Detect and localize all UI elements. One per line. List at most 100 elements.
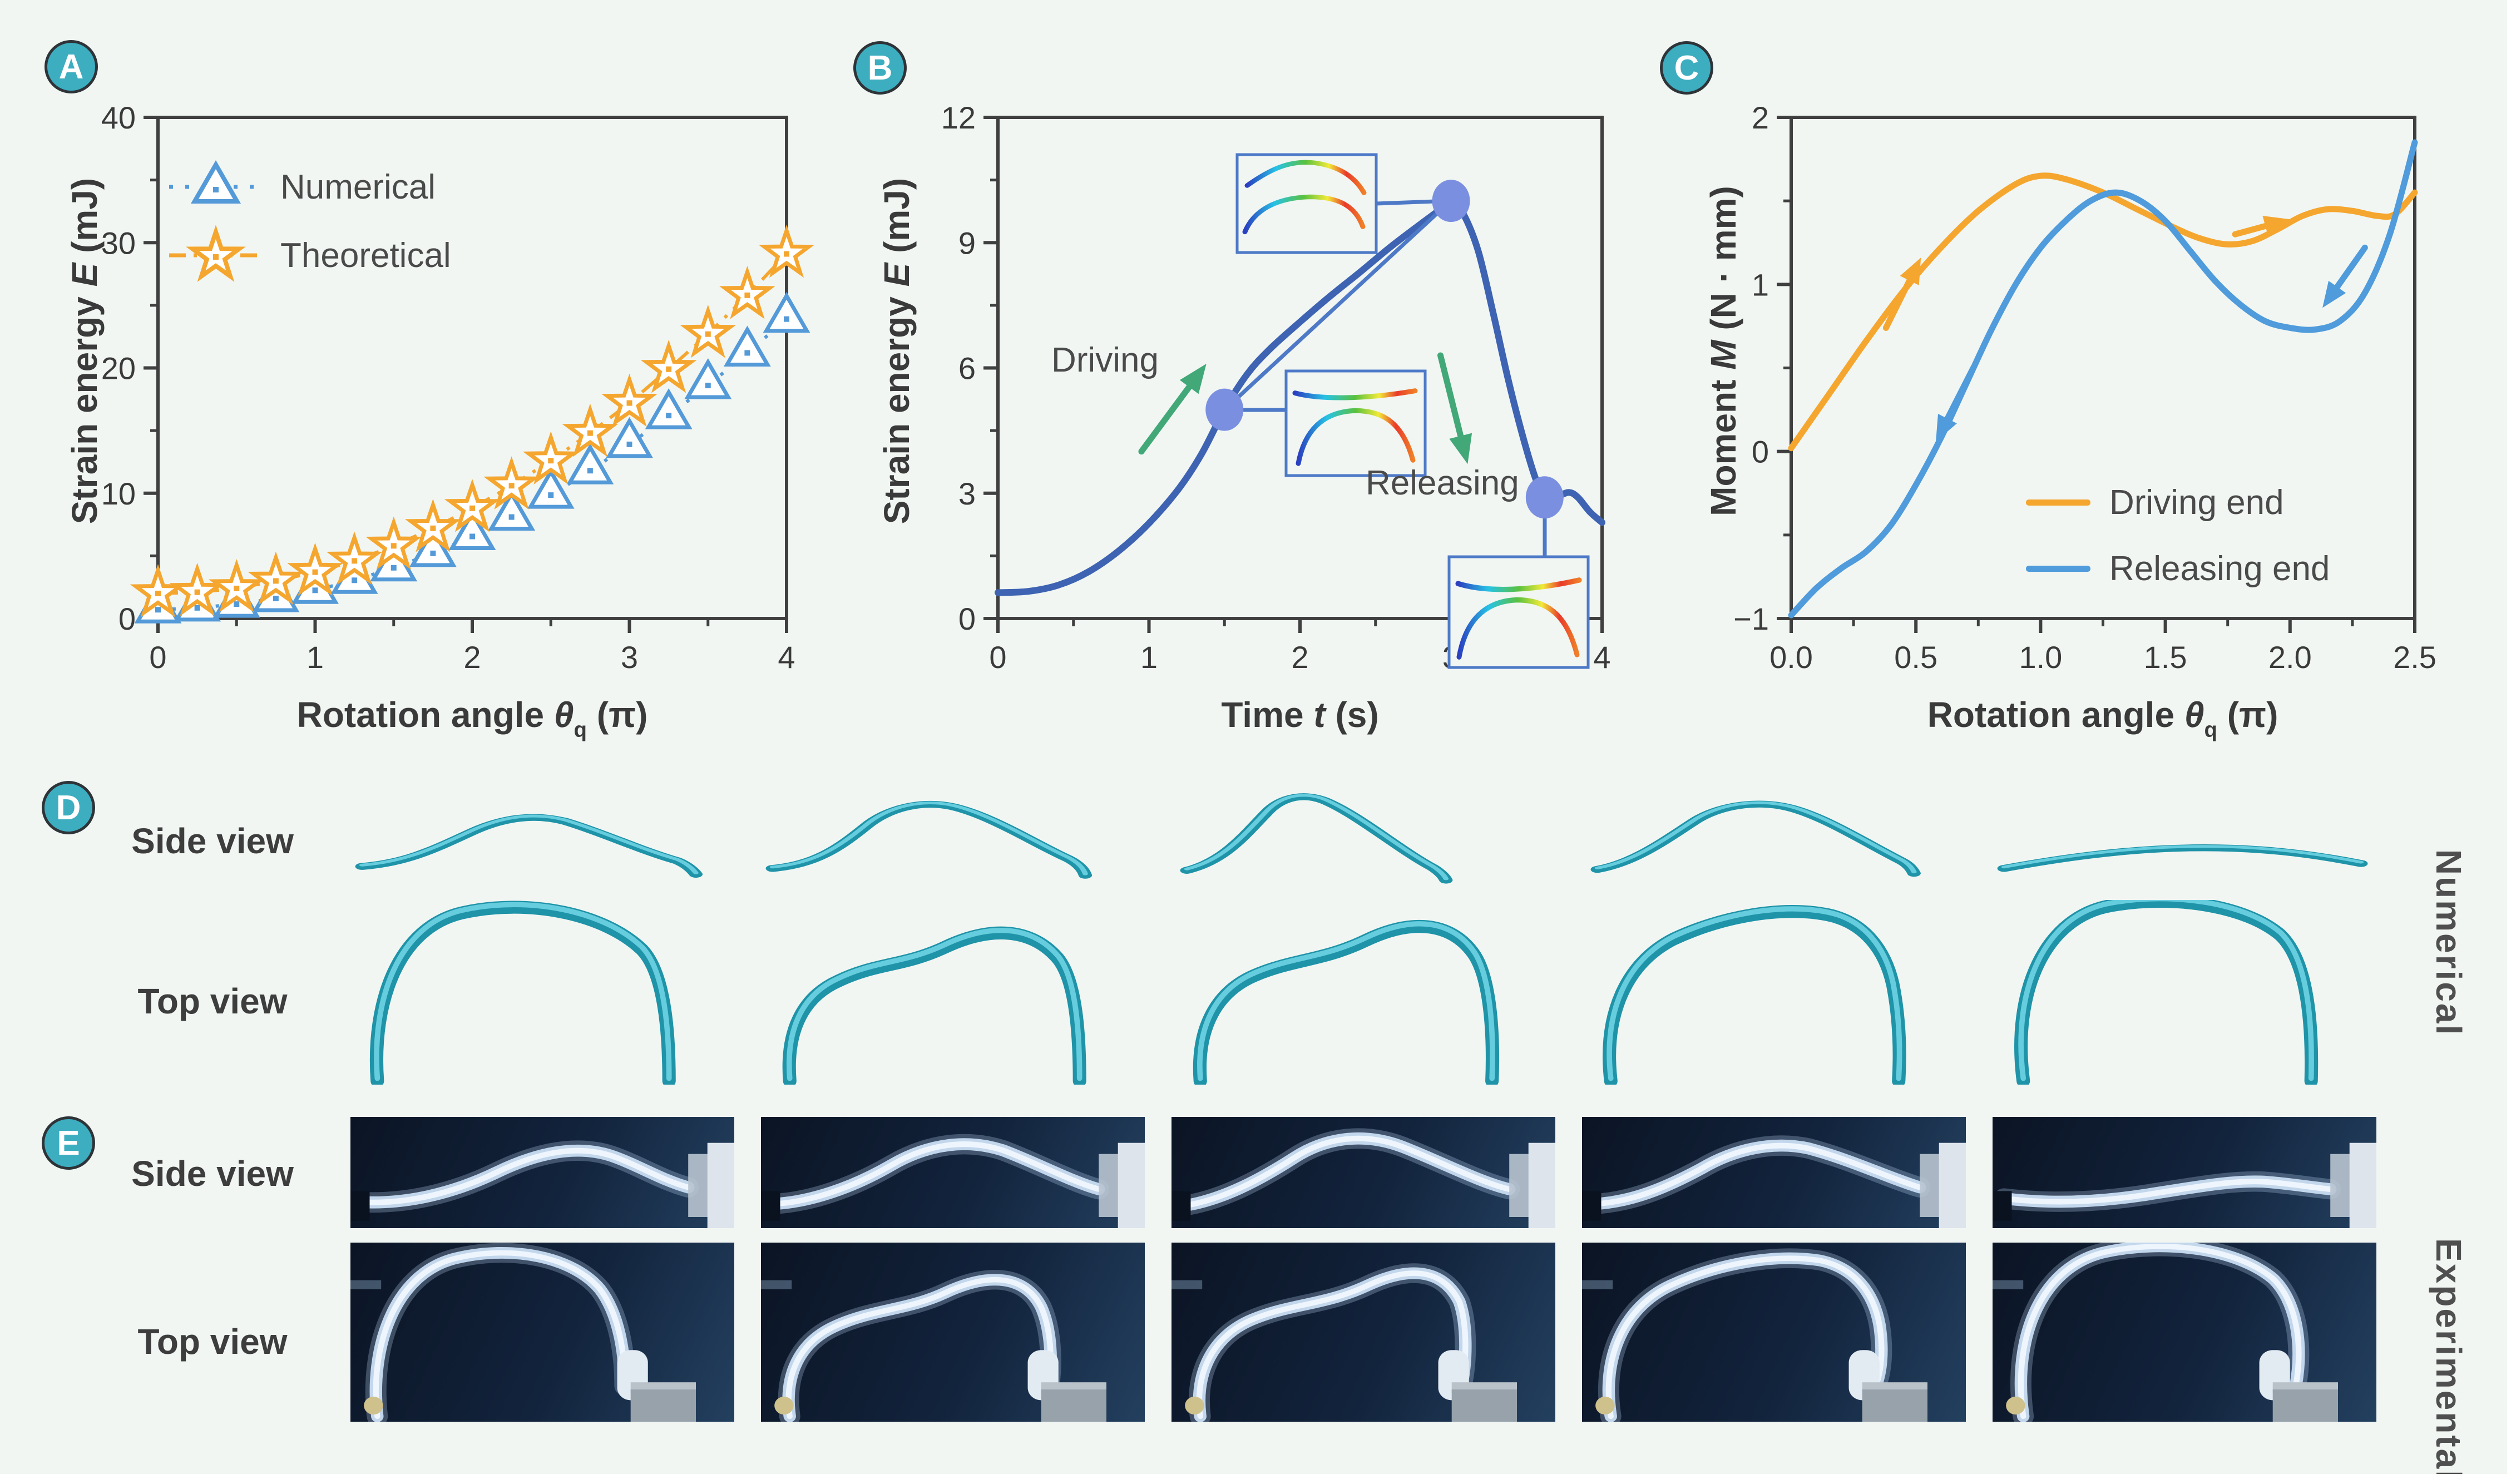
axis-title-segment: Strain energy: [877, 286, 917, 525]
marker-triangle: [527, 468, 575, 509]
axis-title-segment: θ: [553, 695, 574, 735]
panel-e-badge: E: [42, 1116, 95, 1170]
marker-triangle: [448, 509, 496, 550]
numerical-side-frame-3: [1172, 792, 1555, 890]
star-legend-glyph: [169, 225, 263, 282]
experimental-row-label: Experimental: [2429, 1238, 2469, 1482]
numerical-side-frame-4: [1582, 792, 1966, 890]
panel-a-legend: Numerical Theoretical: [166, 157, 451, 286]
numerical-row-label: Numerical: [2429, 849, 2469, 1037]
marker-center-dot: [587, 430, 593, 436]
inset-rod: [1244, 160, 1367, 195]
rod-render: [1180, 793, 1453, 884]
rod-core: [785, 1277, 1054, 1419]
motor-box: [1041, 1389, 1106, 1422]
motor-box: [1451, 1389, 1517, 1422]
direction-arrow-head: [2322, 280, 2346, 308]
rod-core: [1180, 1135, 1512, 1209]
panel-a-badge: A: [45, 40, 98, 93]
clamp-hardware: [2349, 1142, 2376, 1228]
curve-point-marker: [1205, 388, 1244, 431]
x-tick-label: 4: [778, 640, 795, 675]
rod-curve: [355, 814, 703, 878]
axis-title-segment: q: [2204, 718, 2217, 742]
light-smudge: [761, 1280, 792, 1289]
light-smudge: [350, 1280, 382, 1289]
left-fixture: [1172, 1191, 1191, 1221]
marker-center-dot: [626, 400, 632, 406]
theoretical-swatch-icon: [166, 225, 266, 286]
axis-title-segment: Rotation angle: [296, 695, 554, 735]
photo-render: [350, 1140, 734, 1228]
y-tick-label: 20: [101, 351, 136, 386]
x-tick-label: 0.0: [1769, 640, 1813, 675]
y-tick-label: 2: [1752, 100, 1769, 135]
rod-core: [1196, 1270, 1469, 1419]
shape-inset: [1292, 388, 1418, 466]
plot-frame: [1790, 116, 2416, 620]
rod-render: [1590, 800, 1921, 877]
rod-curve: [1603, 905, 1906, 1085]
rod-curve: [782, 926, 1086, 1085]
driving-end-swatch-icon: [2026, 499, 2090, 506]
marker-center-dot: [312, 569, 318, 575]
y-tick-label: −1: [1733, 601, 1769, 636]
photo-render: [761, 1270, 1106, 1422]
photo-render: [1582, 1135, 1966, 1228]
marker-center-dot: [784, 316, 789, 322]
marker-center-dot: [666, 366, 672, 372]
rod-curve: [765, 800, 1093, 879]
light-smudge: [1172, 1280, 1203, 1289]
experimental-top-photo-2: [761, 1243, 1145, 1422]
panel-b-badge: B: [853, 41, 907, 95]
marker-triangle: [763, 291, 810, 333]
base-knob: [2006, 1396, 2025, 1415]
rod-curve: [1193, 1267, 1472, 1422]
rod-render: [2014, 900, 2319, 1085]
axis-title-segment: Rotation angle: [1927, 695, 2184, 735]
x-tick-label: 1: [307, 640, 324, 675]
rod-highlight: [2001, 845, 2364, 869]
marker-center-dot: [705, 331, 711, 337]
experimental-side-photo-5: [1993, 1117, 2376, 1228]
axis-title-segment: t: [1313, 695, 1326, 735]
experimental-top-photo-1: [350, 1243, 734, 1422]
rod-highlight: [1184, 794, 1449, 880]
panel-b-y-axis-title: Strain energy E (mJ): [876, 178, 917, 524]
x-tick-label: 1.0: [2019, 640, 2062, 675]
rod-curve: [1193, 919, 1500, 1085]
photo-render: [1172, 1263, 1517, 1422]
curve-point-marker: [1525, 476, 1564, 519]
y-tick-label: 3: [958, 476, 976, 511]
motor-box: [630, 1389, 696, 1422]
axis-title-segment: Moment: [1703, 369, 1743, 516]
inset-rod: [1242, 194, 1366, 235]
marker-triangle: [684, 358, 732, 399]
marker-center-dot: [273, 595, 279, 601]
green-arrow-driving-head: [1179, 363, 1207, 394]
panel-c-badge: C: [1660, 41, 1713, 95]
axis-title-segment: (mJ): [877, 177, 917, 263]
rod-highlight: [374, 902, 672, 1081]
marker-triangle: [606, 417, 653, 458]
axis-title-segment: M: [1703, 340, 1743, 370]
leader-line: [1223, 199, 1452, 412]
light-smudge: [1993, 1280, 2024, 1289]
axis-title-segment: (s): [1325, 695, 1379, 735]
photo-render: [761, 1134, 1145, 1228]
y-tick-label: 0: [1752, 434, 1769, 469]
marker-center-dot: [469, 533, 475, 540]
clamp-hardware: [1118, 1142, 1145, 1228]
clamp-hardware: [1939, 1142, 1966, 1228]
x-tick-label: 2.0: [2268, 640, 2312, 675]
axis-title-segment: (mJ): [65, 177, 105, 263]
side-view-label-numerical: Side view: [131, 821, 294, 861]
marker-center-dot: [548, 458, 554, 464]
curve-point-marker: [1432, 180, 1470, 222]
panel-c-legend: Driving end Releasing end: [2026, 483, 2330, 588]
experimental-side-photo-3: [1172, 1117, 1555, 1228]
marker-center-dot: [587, 468, 593, 474]
experimental-top-photo-4: [1582, 1243, 1966, 1422]
legend-marker: [190, 160, 241, 204]
